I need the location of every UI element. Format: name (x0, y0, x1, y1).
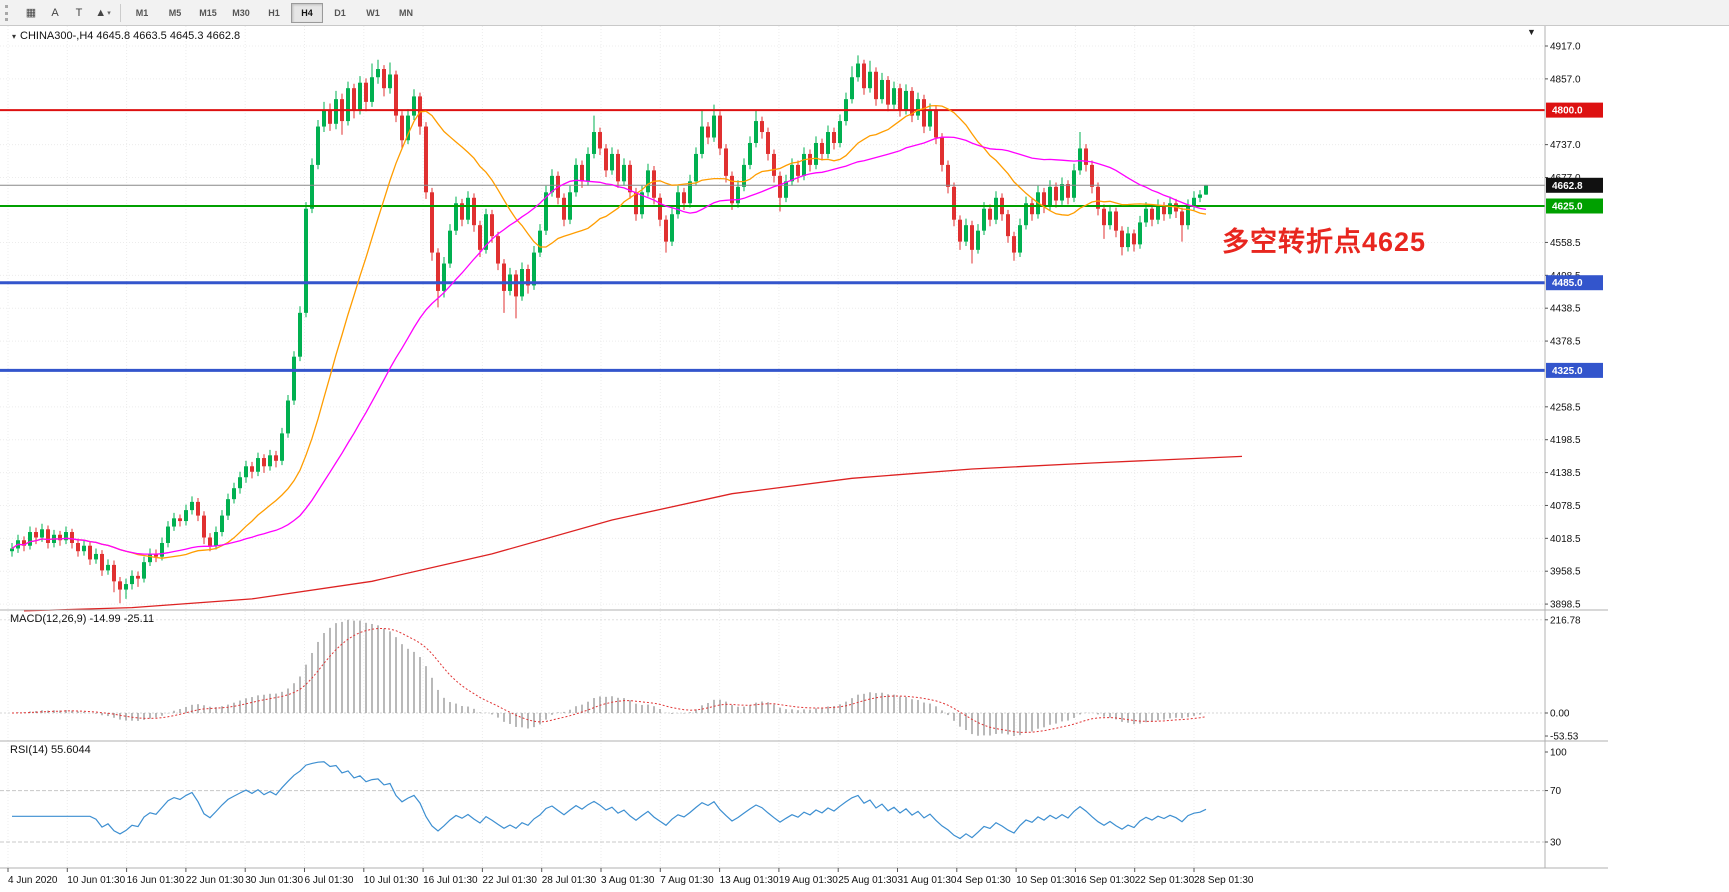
toolbar-drag-handle[interactable] (5, 4, 14, 21)
svg-text:10 Sep 01:30: 10 Sep 01:30 (1016, 875, 1076, 886)
svg-text:-53.53: -53.53 (1550, 732, 1579, 743)
svg-text:4438.5: 4438.5 (1550, 304, 1581, 315)
annotation-text: 多空转折点4625 (1222, 227, 1427, 257)
ma-long-red-line (23, 455, 1243, 612)
svg-text:6 Jul 01:30: 6 Jul 01:30 (305, 875, 354, 886)
svg-text:19 Aug 01:30: 19 Aug 01:30 (779, 875, 838, 886)
svg-text:4662.8: 4662.8 (1552, 181, 1583, 192)
macd-signal-line (11, 628, 1207, 733)
svg-text:0.00: 0.00 (1550, 709, 1570, 720)
svg-text:16 Sep 01:30: 16 Sep 01:30 (1075, 875, 1135, 886)
text-tool-icon[interactable]: A (51, 6, 59, 19)
horizontal-level-lines (0, 109, 1545, 372)
ma-fast-orange-line (11, 104, 1207, 559)
svg-text:10 Jul 01:30: 10 Jul 01:30 (364, 875, 419, 886)
panel-separators (0, 26, 1608, 869)
svg-text:4737.0: 4737.0 (1550, 140, 1581, 151)
timeframe-button-H1[interactable]: H1 (268, 7, 280, 18)
svg-text:4258.5: 4258.5 (1550, 402, 1581, 413)
rsi-indicator-label: RSI(14) 55.6044 (10, 744, 91, 756)
rsi-level-lines (0, 790, 1545, 843)
timeframe-button-MN[interactable]: MN (399, 7, 413, 18)
svg-text:4325.0: 4325.0 (1552, 366, 1583, 377)
svg-text:4485.0: 4485.0 (1552, 278, 1583, 289)
svg-text:30: 30 (1550, 837, 1562, 848)
toolbar-timeframes: M1 M5 M15 M30 H1 H4 D1 W1 MN (126, 2, 422, 23)
shapes-dropdown-icon[interactable]: ▲ ▾ (95, 6, 111, 19)
toolbar: ▦ A T ▲ ▾ M1 M5 M15 M30 H1 H4 D1 W1 MN (0, 0, 1729, 26)
svg-text:7 Aug 01:30: 7 Aug 01:30 (660, 875, 714, 886)
one-click-trading-icon[interactable]: ▾ (12, 31, 17, 41)
svg-text:4378.5: 4378.5 (1550, 337, 1581, 348)
svg-text:22 Jun 01:30: 22 Jun 01:30 (186, 875, 244, 886)
vertical-gridlines (7, 26, 1195, 868)
svg-text:16 Jun 01:30: 16 Jun 01:30 (127, 875, 185, 886)
ma-mid-magenta-line (11, 136, 1207, 555)
svg-text:28 Jul 01:30: 28 Jul 01:30 (542, 875, 597, 886)
chart-title: ▾ CHINA300-,H4 4645.8 4663.5 4645.3 4662… (12, 30, 240, 42)
grid-icon[interactable]: ▦ (25, 7, 37, 19)
svg-text:3958.5: 3958.5 (1550, 567, 1581, 578)
svg-text:4857.0: 4857.0 (1550, 74, 1581, 85)
textbox-tool-icon[interactable]: T (75, 6, 83, 19)
svg-text:4198.5: 4198.5 (1550, 435, 1581, 446)
chart-shift-marker-icon: ▼ (1527, 27, 1536, 37)
svg-text:4 Jun 2020: 4 Jun 2020 (8, 875, 58, 886)
svg-text:4018.5: 4018.5 (1550, 534, 1581, 545)
svg-text:10 Jun 01:30: 10 Jun 01:30 (67, 875, 125, 886)
svg-text:13 Aug 01:30: 13 Aug 01:30 (720, 875, 779, 886)
svg-text:16 Jul 01:30: 16 Jul 01:30 (423, 875, 478, 886)
svg-text:22 Sep 01:30: 22 Sep 01:30 (1135, 875, 1195, 886)
svg-text:100: 100 (1550, 748, 1567, 759)
timeframe-button-D1[interactable]: D1 (334, 7, 346, 18)
svg-text:4625.0: 4625.0 (1552, 202, 1583, 213)
svg-text:28 Sep 01:30: 28 Sep 01:30 (1194, 875, 1254, 886)
macd-histogram (17, 619, 1207, 737)
svg-text:4558.5: 4558.5 (1550, 238, 1581, 249)
macd-indicator-label: MACD(12,26,9) -14.99 -25.11 (10, 613, 155, 625)
timeframe-button-H4[interactable]: H4 (291, 2, 323, 23)
svg-text:31 Aug 01:30: 31 Aug 01:30 (898, 875, 957, 886)
svg-text:70: 70 (1550, 786, 1562, 797)
chart-title-text: CHINA300-,H4 4645.8 4663.5 4645.3 4662.8 (20, 30, 241, 42)
svg-text:216.78: 216.78 (1550, 615, 1581, 626)
svg-text:3898.5: 3898.5 (1550, 600, 1581, 611)
timeframe-button-M15[interactable]: M15 (199, 7, 217, 18)
toolbar-separator (120, 3, 121, 22)
dropdown-caret-icon: ▾ (107, 9, 111, 17)
timeframe-button-M30[interactable]: M30 (232, 7, 250, 18)
timeframe-button-M1[interactable]: M1 (135, 7, 149, 18)
svg-text:4800.0: 4800.0 (1552, 106, 1583, 117)
macd-axis-labels: 216.78 0.00 -53.53 (1545, 615, 1581, 743)
svg-text:22 Jul 01:30: 22 Jul 01:30 (482, 875, 537, 886)
svg-text:4078.5: 4078.5 (1550, 501, 1581, 512)
time-axis: 4 Jun 2020 10 Jun 01:30 16 Jun 01:30 22 Jun… (7, 868, 1254, 886)
timeframe-button-W1[interactable]: W1 (366, 7, 380, 18)
svg-text:3 Aug 01:30: 3 Aug 01:30 (601, 875, 655, 886)
price-badges: 4800.0 4662.8 4625.0 4485.0 4325.0 (1546, 102, 1603, 378)
svg-text:4138.5: 4138.5 (1550, 468, 1581, 479)
candles (10, 55, 1208, 604)
svg-text:30 Jun 01:30: 30 Jun 01:30 (245, 875, 303, 886)
toolbar-tools: ▦ A T ▲ ▾ (19, 2, 115, 24)
svg-text:4917.0: 4917.0 (1550, 42, 1581, 53)
timeframe-button-M5[interactable]: M5 (168, 7, 182, 18)
svg-text:25 Aug 01:30: 25 Aug 01:30 (838, 875, 897, 886)
rsi-line (12, 761, 1207, 840)
svg-text:4 Sep 01:30: 4 Sep 01:30 (957, 875, 1011, 886)
price-gridlines (0, 45, 1545, 605)
rsi-axis-labels: 100 70 30 (1545, 748, 1567, 848)
